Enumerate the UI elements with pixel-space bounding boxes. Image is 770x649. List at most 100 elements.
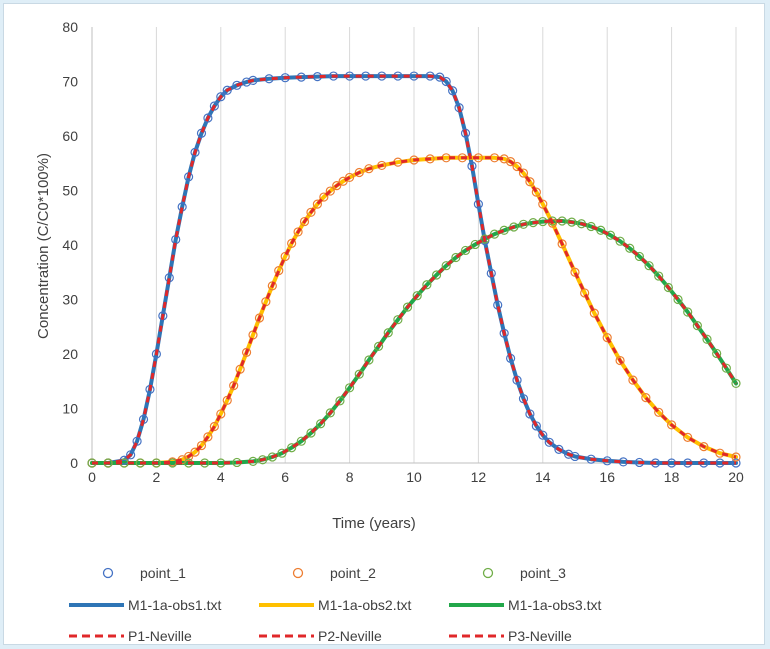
data-point — [393, 315, 403, 325]
series-line — [92, 74, 736, 465]
data-point — [731, 452, 741, 462]
data-point — [589, 308, 599, 318]
data-point — [425, 71, 435, 81]
x-tick-label: 6 — [281, 469, 289, 485]
data-point — [373, 341, 384, 351]
legend-label: M1-1a-obs2.txt — [318, 597, 411, 613]
data-point — [702, 334, 712, 344]
data-point — [525, 409, 535, 419]
data-point — [721, 363, 731, 373]
y-tick-label: 70 — [62, 74, 78, 90]
data-point — [473, 199, 483, 209]
series-line — [92, 156, 737, 465]
data-point — [641, 393, 651, 403]
data-point — [203, 113, 213, 123]
data-point — [312, 199, 322, 209]
legend-label: point_1 — [140, 565, 186, 581]
data-point — [216, 409, 226, 419]
legend-marker — [292, 567, 304, 579]
data-point — [254, 313, 265, 323]
legend-label: point_2 — [330, 565, 376, 581]
data-point — [712, 348, 722, 359]
data-point — [605, 230, 616, 240]
data-point — [518, 219, 529, 229]
data-point — [306, 428, 316, 438]
data-point — [216, 92, 226, 102]
x-tick-label: 4 — [217, 469, 225, 485]
data-point — [644, 261, 654, 271]
x-tick-label: 14 — [535, 469, 551, 485]
data-point — [229, 381, 239, 391]
data-point — [480, 234, 490, 244]
data-point — [531, 187, 541, 197]
legend: point_1 point_2 point_3 M1-1a-obs1.txt M1-1a… — [69, 565, 601, 644]
x-tick-label: 16 — [599, 469, 615, 485]
data-point — [277, 448, 287, 458]
data-point — [602, 333, 612, 343]
data-point — [499, 328, 509, 338]
legend-label: point_3 — [520, 565, 566, 581]
data-point — [267, 281, 277, 291]
data-point — [274, 266, 284, 276]
y-tick-label: 80 — [62, 19, 78, 35]
data-point — [460, 128, 471, 138]
data-point — [441, 261, 451, 271]
data-point — [299, 216, 310, 227]
data-point — [196, 128, 207, 138]
data-point — [325, 408, 335, 418]
data-point — [460, 245, 471, 256]
data-point — [512, 161, 522, 172]
legend-marker — [102, 567, 114, 579]
data-point — [332, 180, 342, 191]
data-point — [544, 437, 554, 447]
x-tick-label: 2 — [153, 469, 161, 485]
data-point — [293, 227, 303, 237]
data-point — [209, 101, 219, 111]
data-point — [354, 369, 364, 379]
chart-frame: 0 2 4 6 8 10 12 14 16 18 20 0 10 20 30 40 50 60 70 80 Time … — [3, 3, 765, 645]
data-point — [196, 440, 207, 451]
y-axis-title: Concentration (C/C0*100%) — [35, 153, 52, 339]
data-point — [190, 447, 200, 457]
data-point — [209, 421, 219, 432]
data-point — [345, 383, 355, 393]
x-axis-title: Time (years) — [332, 515, 416, 532]
y-tick-label: 50 — [62, 183, 78, 199]
data-point — [126, 450, 136, 460]
data-point — [431, 270, 442, 280]
axes: 0 2 4 6 8 10 12 14 16 18 20 0 10 20 30 40 50 60 70 80 — [62, 19, 744, 485]
series-dashed-lines — [92, 74, 738, 465]
series-line — [92, 219, 738, 465]
data-point — [673, 294, 683, 305]
legend-label: P1-Neville — [128, 628, 192, 644]
data-point — [625, 243, 635, 253]
gridlines — [155, 27, 737, 463]
data-point — [506, 157, 516, 167]
data-point — [683, 432, 693, 442]
data-point — [325, 186, 335, 196]
x-tick-label: 8 — [346, 469, 354, 485]
data-point — [296, 436, 306, 446]
data-point — [354, 167, 364, 178]
data-point — [190, 147, 200, 157]
data-point — [287, 238, 297, 248]
data-point — [345, 172, 355, 183]
chart: 0 2 4 6 8 10 12 14 16 18 20 0 10 20 30 40 50 60 70 80 Time … — [35, 19, 744, 644]
data-point — [364, 355, 374, 365]
data-point — [654, 271, 664, 281]
data-point — [203, 432, 213, 442]
data-point — [402, 302, 413, 312]
data-point — [222, 85, 232, 95]
y-tick-label: 0 — [70, 455, 78, 471]
data-point — [441, 76, 451, 87]
legend-label: P2-Neville — [318, 628, 382, 644]
data-point — [222, 395, 232, 405]
data-point — [699, 442, 709, 452]
legend-label: P3-Neville — [508, 628, 572, 644]
data-point — [663, 282, 673, 293]
data-point — [383, 328, 393, 338]
data-point — [448, 86, 458, 96]
y-tick-label: 60 — [62, 128, 78, 144]
data-point — [654, 407, 664, 417]
data-point — [364, 164, 374, 174]
